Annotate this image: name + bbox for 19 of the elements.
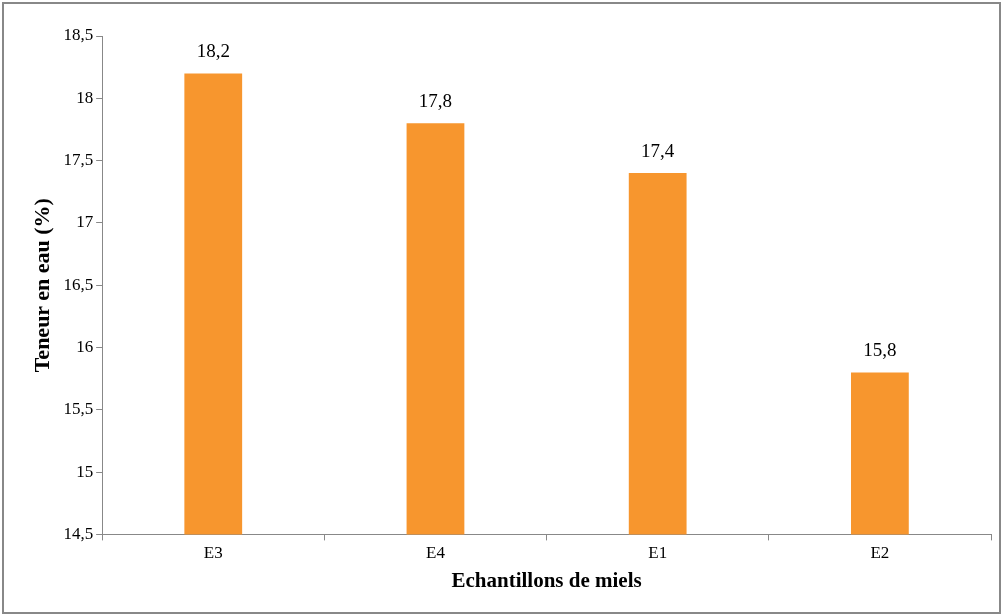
x-tick-label: E1: [648, 543, 668, 563]
y-tick-label: 17: [76, 212, 94, 232]
x-tick-label: E4: [426, 543, 446, 563]
y-tick-label: 18,5: [63, 25, 94, 45]
x-axis-title: Echantillons de miels: [451, 567, 642, 592]
y-tick-label: 15,5: [63, 399, 94, 419]
y-tick-label: 15: [76, 461, 94, 481]
y-tick-label: 14,5: [63, 523, 94, 543]
y-tick-label: 16,5: [63, 274, 94, 294]
data-label: 17,8: [418, 89, 453, 111]
y-tick-label: 18: [76, 87, 94, 107]
y-tick-label: 16: [76, 336, 94, 356]
data-label: 18,2: [196, 39, 230, 61]
x-tick-label: E2: [870, 543, 890, 563]
x-tick-label: E3: [203, 543, 223, 563]
y-tick-label: 17,5: [63, 150, 94, 170]
data-label: 17,4: [641, 139, 675, 161]
y-axis-title: Teneur en eau (%): [28, 198, 54, 373]
data-label: 15,8: [863, 338, 897, 360]
